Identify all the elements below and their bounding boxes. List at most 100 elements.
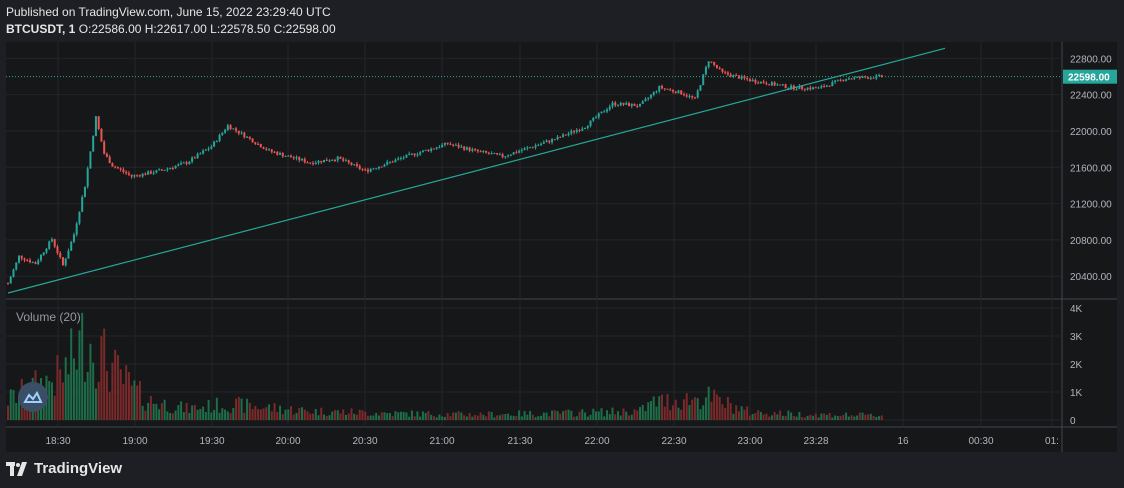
cloud-icon: [23, 390, 43, 403]
volume-bar: [773, 412, 776, 420]
candle-body: [421, 150, 424, 153]
time-tick-label: 21:00: [429, 436, 454, 447]
volume-bar: [465, 416, 468, 420]
candle-body: [125, 171, 128, 174]
time-tick-label: 16: [897, 436, 909, 447]
candle-body: [757, 82, 760, 84]
candle-body: [479, 151, 482, 153]
volume-bar: [787, 410, 790, 420]
volume-bar: [380, 412, 383, 420]
candle-body: [520, 150, 523, 152]
candle-body: [322, 159, 325, 163]
candle-body: [831, 81, 834, 87]
candle-body: [850, 78, 853, 80]
volume-bar: [421, 411, 424, 420]
volume-bar: [515, 416, 518, 420]
volume-bar: [748, 415, 751, 420]
candle-body: [81, 197, 84, 212]
candle-body: [103, 141, 106, 154]
candle-body: [136, 175, 139, 177]
volume-bar: [856, 415, 859, 420]
candle-body: [702, 74, 705, 86]
volume-bar: [105, 370, 108, 420]
avatar[interactable]: [18, 382, 48, 412]
volume-bar: [825, 415, 828, 420]
volume-bar: [776, 414, 779, 420]
volume-bar: [94, 388, 97, 420]
candle-body: [636, 105, 639, 107]
volume-bar: [743, 409, 746, 420]
chart-frame[interactable]: [6, 42, 1117, 452]
time-tick-label: 01:: [1045, 436, 1059, 447]
volume-bar: [174, 410, 177, 420]
candle-body: [259, 143, 262, 148]
candle-body: [301, 159, 304, 161]
volume-indicator-label[interactable]: Volume (20): [16, 310, 81, 324]
volume-bar: [864, 414, 867, 420]
volume-bar: [70, 328, 73, 420]
last-price-label: 22598.00: [1068, 73, 1110, 84]
volume-bar: [644, 411, 647, 420]
volume-bar: [696, 398, 699, 420]
volume-bar: [677, 407, 680, 420]
candle-body: [213, 141, 216, 147]
candle-body: [762, 81, 765, 84]
volume-bar: [185, 402, 188, 420]
volume-bar: [666, 393, 669, 420]
candle-body: [501, 154, 504, 158]
volume-bar: [149, 395, 152, 420]
candle-body: [828, 85, 831, 87]
candle-body: [869, 77, 872, 79]
volume-bar: [732, 413, 735, 420]
candle-body: [633, 103, 636, 106]
candle-body: [441, 144, 444, 148]
volume-bar: [56, 355, 59, 420]
volume-bar: [509, 415, 512, 420]
volume-bar: [531, 414, 534, 420]
volume-bar: [685, 393, 688, 420]
volume-bar: [375, 412, 378, 420]
volume-bar: [221, 408, 224, 420]
volume-tick-label: 3K: [1070, 332, 1083, 343]
candle-body: [336, 156, 339, 161]
candle-body: [303, 159, 306, 163]
volume-bar: [199, 408, 202, 420]
candle-body: [397, 158, 400, 160]
volume-bar: [281, 414, 284, 420]
candle-body: [581, 128, 584, 131]
candle-body: [204, 149, 207, 151]
candle-body: [270, 149, 273, 152]
volume-bar: [691, 399, 694, 420]
candle-body: [75, 223, 78, 235]
candle-body: [611, 102, 614, 107]
candle-body: [100, 129, 103, 142]
candle-body: [567, 133, 570, 136]
candle-body: [12, 269, 15, 277]
volume-bar: [463, 415, 466, 420]
candle-body: [372, 168, 375, 170]
volume-bar: [72, 358, 75, 420]
time-tick-label: 00:30: [968, 436, 993, 447]
volume-bar: [729, 403, 732, 420]
volume-bar: [707, 386, 710, 420]
volume-bar: [254, 406, 257, 420]
volume-bar: [397, 412, 400, 420]
candle-body: [847, 78, 850, 80]
time-tick-label: 18:30: [45, 436, 70, 447]
candle-body: [674, 91, 677, 94]
candle-body: [111, 163, 114, 167]
candle-body: [413, 153, 416, 156]
candle-body: [193, 157, 196, 159]
candle-body: [53, 239, 56, 247]
candle-body: [504, 156, 507, 158]
candle-body: [809, 87, 812, 90]
tradingview-logo[interactable]: TradingView: [6, 460, 122, 477]
candle-body: [625, 103, 628, 105]
volume-bar: [803, 417, 806, 420]
volume-bar: [779, 410, 782, 420]
volume-bar: [78, 330, 81, 420]
volume-bar: [600, 408, 603, 420]
volume-bar: [817, 417, 820, 420]
candle-body: [163, 169, 166, 171]
